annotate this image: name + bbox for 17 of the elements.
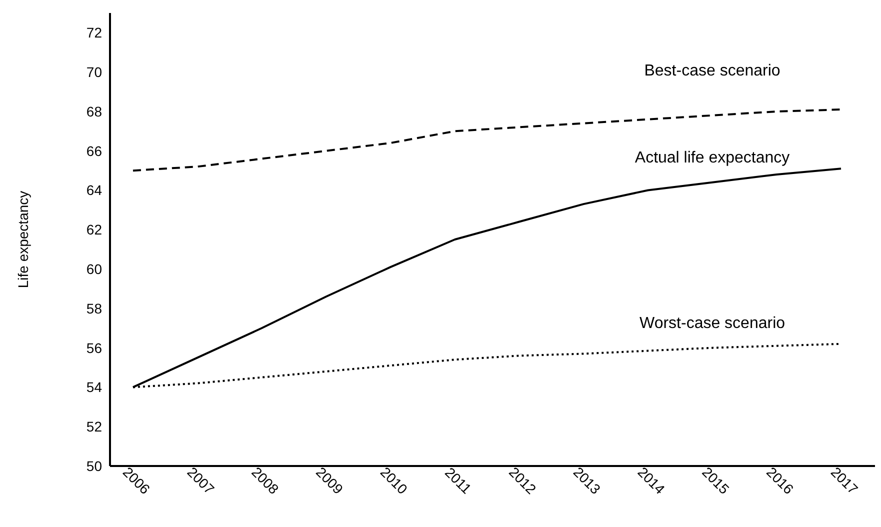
- y-tick-label: 50: [86, 458, 102, 474]
- y-tick-label: 60: [86, 261, 102, 278]
- series-label: Actual life expectancy: [634, 149, 790, 166]
- y-tick-label: 56: [86, 340, 102, 356]
- y-tick-label: 52: [86, 418, 102, 435]
- y-tick-label: 66: [86, 142, 102, 159]
- y-tick-label: 58: [86, 300, 102, 316]
- y-tick-label: 54: [86, 379, 102, 396]
- y-tick-label: 70: [86, 64, 102, 80]
- y-axis-title: Life expectancy: [14, 190, 31, 288]
- series-label: Worst-case scenario: [640, 314, 786, 332]
- y-tick-label: 72: [86, 24, 102, 41]
- line-series: [132, 108, 842, 172]
- y-tick-label: 62: [86, 222, 102, 238]
- y-tick-label: 68: [86, 103, 102, 120]
- y-tick-label: 64: [86, 182, 102, 198]
- series-label: Best-case scenario: [644, 62, 780, 80]
